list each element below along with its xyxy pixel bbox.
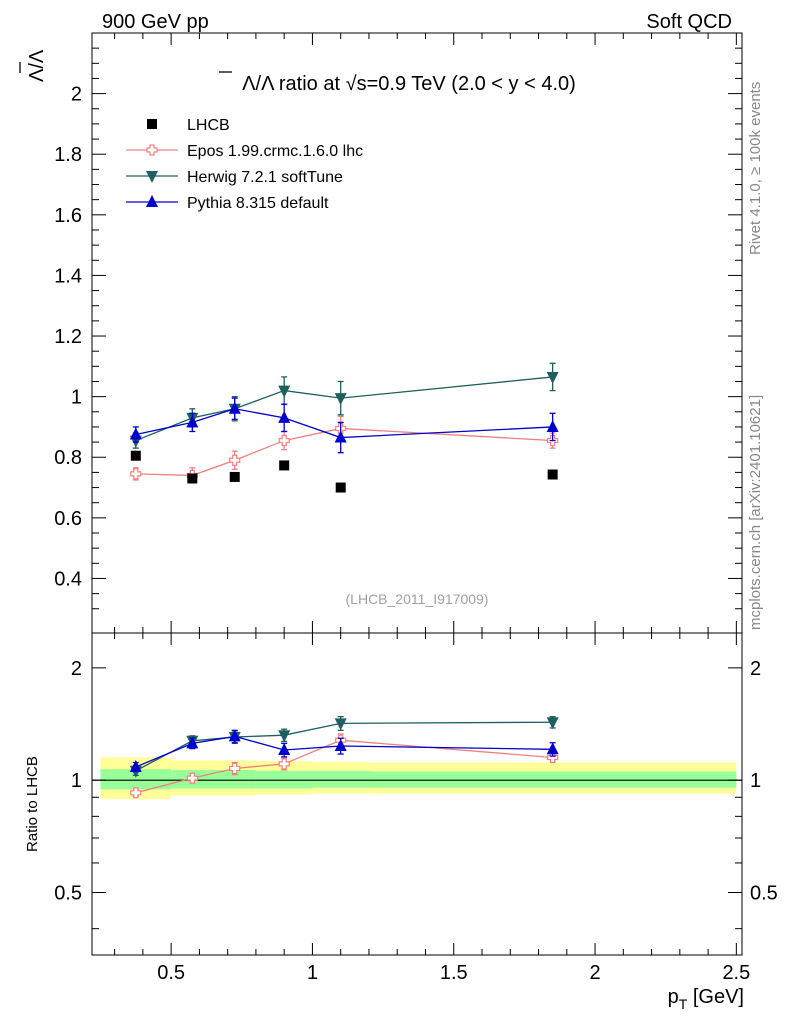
uncertainty-band	[312, 770, 369, 788]
y-tick-label: 0.4	[54, 568, 82, 590]
x-tick-label: 0.5	[157, 962, 185, 984]
data-point	[334, 430, 347, 443]
x-axis-label-p: p	[668, 986, 679, 1008]
series-line	[135, 735, 553, 768]
data-point	[334, 718, 347, 731]
ratio-frame	[91, 632, 743, 956]
y-tick-label: 1.6	[54, 205, 82, 227]
series-pythia	[129, 397, 559, 454]
data-point	[546, 717, 559, 730]
series-herwig	[129, 362, 559, 449]
title-ratio-at: ratio at	[273, 73, 345, 95]
data-point	[335, 482, 346, 493]
data-point	[546, 371, 559, 384]
main-panel: 0.4 0.6 0.8 1 1.2 1.4 1.6 1.8 2	[54, 32, 743, 634]
y-tick-label: 1.8	[54, 144, 82, 166]
ratio-series-pythia	[129, 729, 559, 773]
data-point	[186, 415, 199, 428]
title-ratio: Λ/Λ	[242, 73, 275, 95]
y-tick-label: 0.5	[54, 883, 82, 905]
legend-label: Epos 1.99.crmc.1.6.0 lhc	[187, 143, 363, 160]
y-tick-label: 2	[71, 84, 82, 106]
legend-item: Epos 1.99.crmc.1.6.0 lhc	[126, 143, 363, 160]
y-tick-label: 1	[71, 770, 82, 792]
data-point	[278, 742, 291, 755]
x-axis-label: pT [GeV]	[668, 986, 744, 1012]
data-point	[186, 736, 199, 749]
data-point	[130, 787, 142, 799]
data-point	[129, 427, 142, 440]
y-tick-label: 0.6	[54, 508, 82, 530]
data-point	[228, 401, 241, 414]
legend: LHCB Epos 1.99.crmc.1.6.0 lhc Herwig 7.2.1…	[126, 117, 363, 212]
x-axis-label-unit: [GeV]	[687, 986, 744, 1008]
y-tick-label: 1.2	[54, 326, 82, 348]
data-point	[546, 419, 559, 432]
header-left: 900 GeV pp	[102, 11, 209, 33]
data-point	[229, 762, 241, 775]
mcplots-reference-label: mcplots.cern.ch [arXiv:2401.10621]	[747, 395, 764, 630]
ratio-panel: 0.5 0.5 1 1 2 2 0.5 1 1.5 2 2.5	[54, 632, 778, 984]
y-tick-label: 1.4	[54, 265, 82, 287]
data-point	[229, 454, 241, 466]
y-tick-label-right: 1	[750, 770, 761, 792]
rivet-version-label: Rivet 4.1.0, ≥ 100k events	[747, 82, 764, 255]
legend-label: Herwig 7.2.1 softTune	[187, 169, 343, 186]
uncertainty-band	[368, 771, 737, 788]
analysis-reference: (LHCB_2011_I917009)	[346, 591, 489, 607]
data-point	[278, 730, 291, 743]
y-tick-label: 1	[71, 387, 82, 409]
data-point	[130, 468, 142, 480]
x-tick-label: 2	[589, 962, 600, 984]
title-energy: =0.9 TeV (2.0 < y < 4.0)	[367, 73, 576, 95]
series-line	[135, 376, 553, 442]
ratio-y-axis-label: Ratio to LHCB	[24, 756, 41, 852]
x-tick-label: 1	[307, 962, 318, 984]
data-point	[228, 729, 241, 742]
svg-text:Λ/Λ ratio at √s=0.9 TeV (2.0 <: Λ/Λ ratio at √s=0.9 TeV (2.0 < y < 4.0)	[242, 73, 576, 95]
y-tick-label: 2	[71, 658, 82, 680]
legend-marker	[146, 144, 158, 156]
data-point	[547, 469, 558, 480]
series-line	[135, 739, 553, 794]
legend-marker	[146, 195, 158, 207]
data-point	[278, 758, 290, 770]
x-axis-label-sub: T	[679, 996, 688, 1012]
legend-marker	[146, 171, 158, 183]
y-tick-label-right: 2	[750, 658, 761, 680]
data-point	[130, 450, 141, 461]
legend-item: Herwig 7.2.1 softTune	[126, 169, 343, 186]
chart-title: Λ/Λ ratio at √s=0.9 TeV (2.0 < y < 4.0)	[219, 71, 576, 95]
data-point	[334, 393, 347, 406]
data-point	[186, 772, 198, 784]
y-tick-label-right: 0.5	[750, 883, 778, 905]
y-tick-label: 0.8	[54, 447, 82, 469]
legend-item: Pythia 8.315 default	[126, 195, 329, 212]
series-lhcb	[130, 450, 558, 493]
title-sqrt-s: √s	[346, 73, 367, 95]
data-point	[278, 410, 291, 423]
series-line	[135, 427, 553, 477]
series-line	[135, 408, 553, 439]
legend-item: LHCB	[147, 117, 230, 134]
x-tick-label: 2.5	[722, 962, 750, 984]
main-y-axis-label: Λ/Λ	[26, 49, 48, 82]
x-tick-label: 1.5	[440, 962, 468, 984]
data-point	[229, 471, 240, 482]
data-point	[334, 738, 347, 751]
uncertainty-band	[213, 769, 256, 789]
data-point	[546, 742, 559, 755]
data-point	[279, 460, 290, 471]
data-point	[129, 759, 142, 772]
legend-label: LHCB	[187, 117, 230, 134]
header-right: Soft QCD	[646, 11, 732, 33]
legend-marker	[147, 119, 157, 129]
data-point	[278, 434, 290, 447]
data-point	[278, 385, 291, 398]
series-line	[135, 721, 553, 772]
legend-label: Pythia 8.315 default	[187, 195, 329, 212]
uncertainty-band	[100, 769, 172, 790]
data-point	[187, 473, 198, 484]
